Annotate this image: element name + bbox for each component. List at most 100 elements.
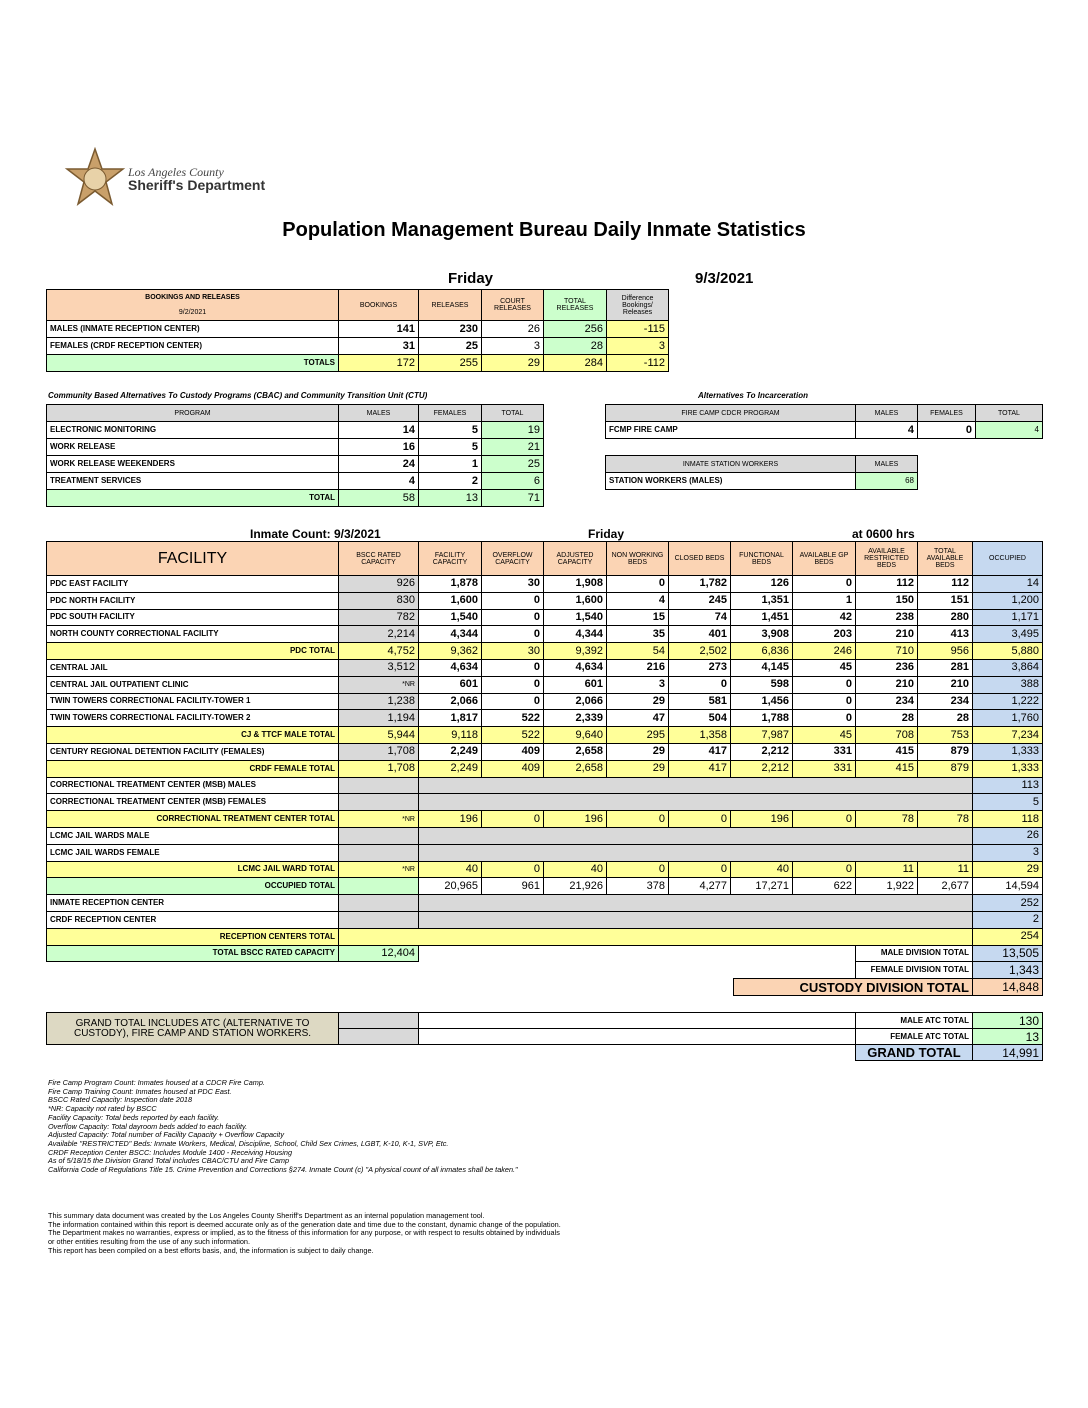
value: 956: [917, 642, 973, 660]
value: 112: [917, 575, 973, 593]
column-header: Difference Bookings/ Releases: [606, 289, 669, 321]
value: 234: [917, 692, 973, 711]
value: 961: [481, 877, 544, 896]
value: 4: [338, 472, 419, 490]
occupied-value: 3: [972, 843, 1043, 862]
value: 2: [418, 472, 482, 490]
value: 401: [668, 625, 731, 644]
value: 196: [418, 810, 482, 828]
footnote: Fire Camp Program Count: Inmates housed …: [48, 1078, 265, 1087]
value: 1,908: [543, 575, 607, 593]
occupied-value: 254: [972, 927, 1043, 946]
row-label: TOTAL: [46, 489, 339, 507]
value: 210: [855, 625, 918, 644]
value: 1,760: [972, 709, 1043, 728]
value: 0: [481, 810, 544, 828]
facility-label: TOTAL BSCC RATED CAPACITY: [46, 944, 339, 963]
value: 0: [792, 810, 856, 828]
value: 4: [606, 591, 669, 610]
value: 42: [792, 608, 856, 627]
value: 112: [855, 575, 918, 593]
value: 378: [606, 877, 669, 896]
value: 19: [481, 421, 544, 439]
value: 29: [972, 860, 1043, 879]
facility-label: TWIN TOWERS CORRECTIONAL FACILITY-TOWER …: [46, 692, 339, 711]
value: 14,594: [972, 877, 1043, 896]
value: 6: [481, 472, 544, 490]
value: 71: [481, 489, 544, 507]
facility-label: CORRECTIONAL TREATMENT CENTER (MSB) FEMA…: [46, 793, 339, 812]
column-header: FEMALES: [418, 404, 482, 422]
value: 409: [481, 743, 544, 761]
header-text: BOOKINGS AND RELEASES: [145, 294, 240, 301]
row-label: STATION WORKERS (MALES): [605, 472, 856, 490]
occupied-value: 5: [972, 793, 1043, 812]
header-text: 9/2/2021: [178, 309, 207, 316]
bookings-header: BOOKINGS AND RELEASES 9/2/2021: [46, 289, 339, 321]
count-day: Friday: [588, 527, 625, 541]
occupied-value: 26: [972, 827, 1043, 845]
column-header: FUNCTIONAL BEDS: [730, 541, 793, 576]
value: 126: [730, 575, 793, 593]
value: 0: [606, 575, 669, 593]
value: 0: [481, 659, 544, 677]
footnote: Facility Capacity: Total beds reported b…: [48, 1112, 220, 1122]
value: 409: [481, 759, 544, 778]
grand-value: 13: [972, 1028, 1043, 1045]
value: 29: [606, 743, 669, 761]
value: 45: [792, 659, 856, 677]
value: 1,456: [730, 692, 793, 711]
column-header: MALES: [855, 455, 918, 473]
value: 15: [606, 608, 669, 627]
column-header: RELEASES: [418, 289, 482, 321]
value: 1,600: [543, 591, 607, 610]
facility-label: TWIN TOWERS CORRECTIONAL FACILITY-TOWER …: [46, 709, 339, 728]
value: 2,677: [917, 877, 973, 896]
facility-label: CRDF FEMALE TOTAL: [46, 759, 339, 778]
grand-value: 130: [972, 1012, 1043, 1029]
report-date: 9/3/2021: [695, 270, 754, 287]
footnote: CRDF Reception Center BSCC: Includes Mod…: [48, 1147, 293, 1157]
value: 31: [338, 337, 419, 355]
value: 0: [606, 860, 669, 879]
value: 522: [481, 726, 544, 744]
row-label: FEMALES (CRDF RECEPTION CENTER): [46, 337, 339, 355]
value: 1,194: [338, 709, 419, 728]
value: 28: [855, 709, 918, 728]
value: 172: [338, 354, 419, 372]
value: 47: [606, 709, 669, 728]
value: 78: [855, 810, 918, 828]
value: 5,944: [338, 726, 419, 744]
merged-cell: [418, 793, 973, 812]
value: 2,339: [543, 709, 607, 728]
value: 2,214: [338, 625, 419, 644]
value: 1,600: [418, 591, 482, 610]
value: *NR: [338, 860, 419, 879]
summary-value: 14,848: [972, 978, 1043, 996]
value: 210: [855, 675, 918, 694]
value: 6,836: [730, 642, 793, 660]
value: 598: [730, 675, 793, 694]
column-header: COURT RELEASES: [481, 289, 544, 321]
value: 0: [668, 860, 731, 879]
value: 413: [917, 625, 973, 644]
disclaimer: This report has been compiled on a best …: [48, 1245, 374, 1255]
value: 0: [917, 421, 976, 439]
value: 273: [668, 659, 731, 677]
column-header: FACILITY: [46, 541, 339, 576]
column-header: BOOKINGS: [338, 289, 419, 321]
facility-label: NORTH COUNTY CORRECTIONAL FACILITY: [46, 625, 339, 644]
value: 4: [855, 421, 918, 439]
value: 1,351: [730, 591, 793, 610]
empty-cell: [338, 793, 419, 812]
grand-label: GRAND TOTAL: [855, 1044, 973, 1061]
summary-label: FEMALE DIVISION TOTAL: [855, 961, 973, 980]
footnote: BSCC Rated Capacity: Inspection date 201…: [48, 1095, 192, 1105]
column-header: TOTAL: [975, 404, 1043, 422]
value: 295: [606, 726, 669, 744]
empty-cell: [338, 776, 419, 795]
value: 1: [792, 591, 856, 610]
column-header: PROGRAM: [46, 404, 339, 422]
empty-cell: [338, 827, 419, 845]
agency-name: Sheriff's Department: [128, 177, 266, 193]
